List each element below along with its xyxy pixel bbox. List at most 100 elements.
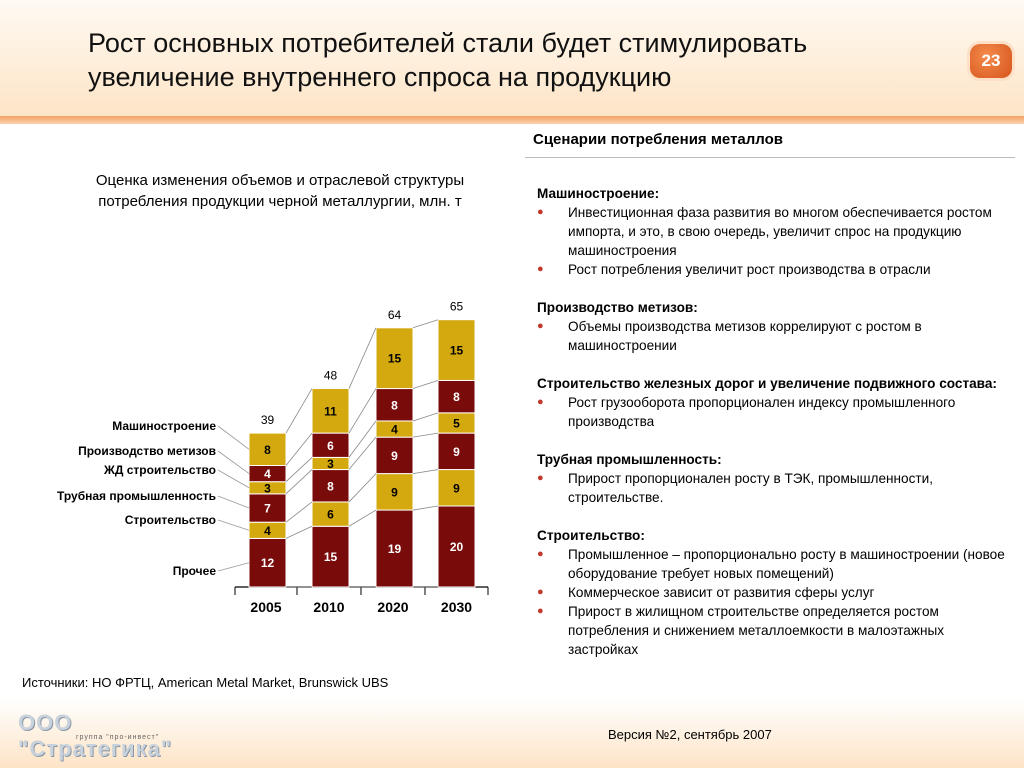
scenario-section-title: Строительство: [537,528,645,543]
bullet-dot-icon: ● [537,548,544,560]
bar-segment [311,525,350,588]
data-label: 9 [453,481,460,495]
connector-line [412,380,439,389]
scenario-bullets: ● Объемы производства метизов коррелируют… [537,317,1015,355]
bar-segment [437,432,476,471]
scenario-bullet: ● Рост потребления увеличит рост производ… [537,260,1015,279]
scenario-bullet: ● Объемы производства метизов коррелируют… [537,317,1015,355]
header-band [0,0,1024,118]
logo-text: ООО "Стратегика" [18,710,173,761]
subtitle-line-2: потребления продукции черной металлургии… [98,193,462,210]
series-label: Строительство [125,513,216,527]
series-label: Производство метизов [78,444,216,458]
connector-line [412,469,439,474]
bar-segment [311,388,350,434]
series-label: Прочее [173,564,217,578]
x-tick-label: 2010 [313,599,344,615]
scenario-section: Трубная промышленность: ● Прирост пропорци… [537,450,1015,507]
bar-segment [311,432,350,458]
scenario-bullet-text: Прирост пропорционален росту в ТЭК, пром… [568,471,933,505]
bar-segment [437,469,476,507]
bar-segment [375,509,414,588]
bar-segment [375,388,414,422]
scenario-bullet: ● Прирост пропорционален росту в ТЭК, про… [537,469,1015,507]
data-label: 8 [327,479,334,493]
total-label: 48 [324,369,338,383]
bar-segment [248,432,287,467]
scenarios-divider [525,157,1015,158]
x-tick-label: 2030 [441,599,472,615]
data-label: 19 [388,542,402,556]
scenario-bullet-text: Прирост в жилищном строительстве определ… [568,604,945,657]
bar-segment [437,319,476,381]
footer-band [0,698,1024,768]
scenario-bullets: ● Промышленное – пропорционально росту в … [537,545,1015,659]
data-label: 7 [264,502,271,516]
legend-leader-line [217,425,250,450]
sources-note: Источники: НО ФРТЦ, American Metal Marke… [22,675,389,690]
connector-line [348,473,377,503]
bar-segment [311,469,350,503]
connector-line [412,432,439,438]
connector-line [285,432,313,466]
data-label: 8 [264,443,271,457]
bar-segment [375,327,414,390]
bullet-dot-icon: ● [537,605,544,617]
data-label: 11 [324,404,337,418]
scenario-bullet: ● Промышленное – пропорционально росту в … [537,545,1015,583]
connector-line [285,525,313,539]
legend-leader-line [217,519,250,531]
scenario-section-title: Трубная промышленность: [537,452,722,467]
connector-line [412,319,439,329]
total-label: 39 [261,413,275,427]
title-line-2: увеличение внутреннего спроса на продукц… [88,62,672,92]
scenarios-heading: Сценарии потребления металлов [533,131,784,148]
page-title: Рост основных потребителей стали будет с… [88,26,948,94]
connector-line [412,412,439,422]
bar-segment [375,473,414,511]
bar-segment [437,379,476,414]
scenario-bullets: ● Инвестиционная фаза развития во многом … [537,203,1015,279]
data-label: 6 [327,508,334,522]
data-label: 12 [261,556,275,570]
legend-leader-line [217,469,250,489]
data-label: 15 [450,344,464,358]
data-label: 6 [327,439,334,453]
data-label: 20 [450,540,464,554]
total-label: 65 [450,300,464,314]
version-note: Версия №2, сентябрь 2007 [608,727,772,742]
title-line-1: Рост основных потребителей стали будет с… [88,28,808,58]
bullet-dot-icon: ● [537,396,544,408]
connector-line [348,327,377,389]
data-label: 3 [327,457,334,471]
scenario-section: Строительство: ● Промышленное – пропорцион… [537,526,1015,659]
x-tick-label: 2020 [377,599,408,615]
bullet-dot-icon: ● [537,263,544,275]
scenario-bullet: ● Прирост в жилищном строительстве опреде… [537,602,1015,659]
connector-line [348,420,377,458]
chart-subtitle: Оценка изменения объемов и отраслевой ст… [40,170,520,212]
data-label: 8 [453,390,460,404]
scenario-bullet-text: Объемы производства метизов коррелируют … [568,319,922,353]
data-label: 4 [391,423,398,437]
scenario-bullet-text: Рост грузооборота пропорционален индексу… [568,395,956,429]
data-label: 5 [453,416,460,430]
connector-line [412,505,439,511]
scenario-section-title: Машиностроение: [537,186,660,201]
scenario-bullet-text: Коммерческое зависит от развития сферы у… [568,585,875,600]
bullet-dot-icon: ● [537,586,544,598]
page-number-badge: 23 [970,44,1012,78]
scenario-bullet-text: Промышленное – пропорционально росту в м… [568,547,1005,581]
bullet-dot-icon: ● [537,206,544,218]
data-label: 4 [264,467,271,481]
legend-leader-line [217,495,250,509]
connector-line [285,388,313,434]
connector-line [348,509,377,527]
x-tick-label: 2005 [250,599,281,615]
data-label: 9 [391,449,398,463]
scenario-bullet: ● Рост грузооборота пропорционален индекс… [537,393,1015,431]
data-label: 3 [264,481,271,495]
total-label: 64 [388,308,402,322]
connector-line [348,436,377,470]
bar-segment [311,501,350,527]
